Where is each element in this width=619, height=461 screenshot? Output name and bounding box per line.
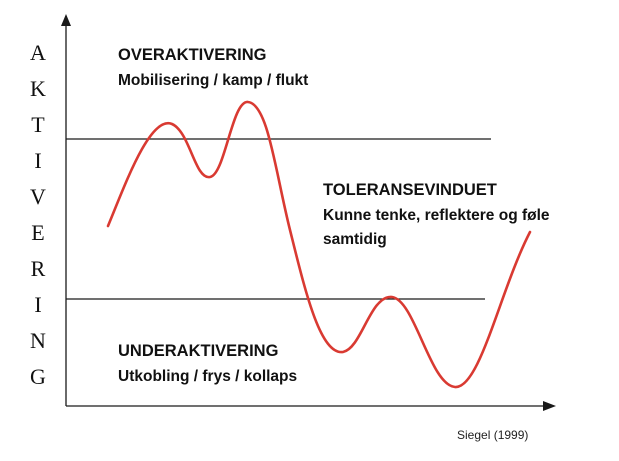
y-axis-letter: E: [31, 220, 45, 245]
tolerance-window-description-line-1: Kunne tenke, reflektere og føle: [323, 207, 550, 224]
y-axis-letter: V: [30, 184, 46, 209]
tolerance-window-description-line-2: samtidig: [323, 231, 387, 248]
underactivation-title: UNDERAKTIVERING: [118, 342, 279, 360]
tolerance-window-title: TOLERANSEVINDUET: [323, 181, 497, 199]
y-axis-letter: A: [30, 40, 46, 65]
y-axis-letter: I: [34, 148, 42, 173]
y-axis-letter: I: [34, 292, 42, 317]
y-axis-letter: N: [30, 328, 46, 353]
y-axis-letter: K: [30, 76, 46, 101]
y-axis-letter: G: [30, 364, 46, 389]
y-axis-letter: R: [30, 256, 46, 281]
overactivation-description: Mobilisering / kamp / flukt: [118, 72, 309, 89]
underactivation-description: Utkobling / frys / kollaps: [118, 368, 298, 385]
x-axis-arrowhead: [543, 401, 556, 411]
overactivation-title: OVERAKTIVERING: [118, 46, 267, 64]
y-axis-arrowhead: [61, 14, 71, 26]
activation-curve: [106, 100, 532, 389]
source-credit: Siegel (1999): [457, 428, 529, 442]
y-axis-letter: T: [31, 112, 45, 137]
